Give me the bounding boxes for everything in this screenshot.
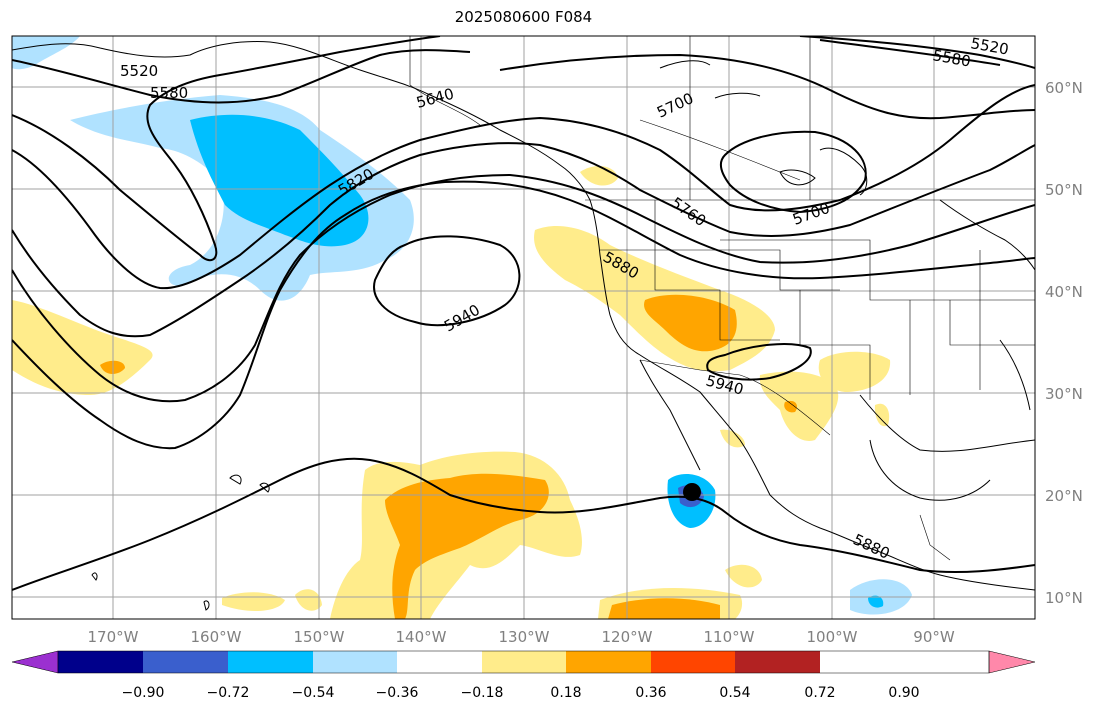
colorbar-extend-high	[988, 650, 1036, 674]
colorbar-bin-5	[397, 651, 482, 673]
contour-label-5520-west: 5520	[120, 62, 158, 80]
colorbar-bin-6	[482, 651, 566, 673]
positive-anomaly-south-2	[725, 564, 762, 588]
colorbar-tick-9: 0.72	[804, 685, 835, 701]
positive-anomaly-mexico	[759, 371, 839, 441]
map-title: 2025080600 F084	[454, 8, 593, 26]
lon-label-140w: 140°W	[396, 628, 447, 646]
height-contours	[12, 36, 1035, 591]
longitude-labels: 170°W 160°W 150°W 140°W 130°W 120°W 110°…	[88, 628, 955, 646]
colorbar-tick-7: 0.36	[635, 685, 666, 701]
colorbar-bin-4	[313, 651, 397, 673]
colorbar-tick-2: −0.72	[207, 685, 250, 701]
storm-center-marker	[683, 483, 701, 501]
contour-label-5580-west: 5580	[150, 84, 188, 102]
lat-label-40n: 40°N	[1045, 283, 1083, 301]
negative-anomaly-core	[190, 114, 369, 247]
lon-label-130w: 130°W	[499, 628, 550, 646]
positive-anomaly-us-core	[644, 294, 737, 352]
colorbar: −0.90 −0.72 −0.54 −0.36 −0.18 0.18 0.36 …	[11, 650, 1036, 701]
colorbar-tick-4: −0.36	[376, 685, 419, 701]
positive-anomaly-south-4	[295, 589, 322, 611]
positive-anomaly-texas	[818, 351, 891, 392]
colorbar-tick-10: 0.90	[888, 685, 919, 701]
colorbar-tick-5: −0.18	[461, 685, 504, 701]
lon-label-170w: 170°W	[88, 628, 139, 646]
colorbar-tick-8: 0.54	[719, 685, 750, 701]
colorbar-tick-1: −0.90	[122, 685, 165, 701]
positive-anomaly-mexico-core	[784, 400, 797, 413]
negative-anomaly-southeast-core	[868, 595, 884, 608]
lon-label-100w: 100°W	[807, 628, 858, 646]
map-frame	[11, 35, 1036, 620]
lat-label-50n: 50°N	[1045, 181, 1083, 199]
map-panel: 5520 5580 5640 5700 5820 5760 5700 5880 …	[12, 34, 1035, 619]
colorbar-tick-3: −0.54	[292, 685, 335, 701]
colorbar-bin-9	[735, 651, 820, 673]
lat-label-60n: 60°N	[1045, 79, 1083, 97]
positive-anomaly-south-1-core	[608, 598, 720, 619]
lon-label-110w: 110°W	[704, 628, 755, 646]
positive-anomaly-gulf	[874, 403, 890, 427]
colorbar-bin-2	[143, 651, 228, 673]
colorbar-frame	[57, 650, 990, 674]
contour-labels: 5520 5580 5640 5700 5820 5760 5700 5880 …	[120, 34, 1010, 563]
lon-label-150w: 150°W	[294, 628, 345, 646]
colorbar-bin-3	[228, 651, 313, 673]
positive-anomaly-baja	[720, 429, 745, 448]
lon-label-90w: 90°W	[913, 628, 955, 646]
colorbar-tick-6: 0.18	[550, 685, 581, 701]
colorbar-ticks: −0.90 −0.72 −0.54 −0.36 −0.18 0.18 0.36 …	[122, 685, 920, 701]
lon-label-160w: 160°W	[191, 628, 242, 646]
coastlines	[12, 41, 1035, 611]
colorbar-bin-7	[566, 651, 651, 673]
latitude-labels: 60°N 50°N 40°N 30°N 20°N 10°N	[1045, 79, 1083, 607]
grid-lines	[12, 36, 1035, 619]
lon-label-120w: 120°W	[602, 628, 653, 646]
lat-label-30n: 30°N	[1045, 385, 1083, 403]
contour-label-5520-east: 5520	[969, 34, 1010, 58]
colorbar-bin-1	[58, 651, 143, 673]
positive-anomaly-pacific-core	[385, 473, 549, 619]
colorbar-bin-8	[651, 651, 735, 673]
lat-label-10n: 10°N	[1045, 589, 1083, 607]
lat-label-20n: 20°N	[1045, 487, 1083, 505]
colorbar-extend-low	[11, 650, 59, 674]
